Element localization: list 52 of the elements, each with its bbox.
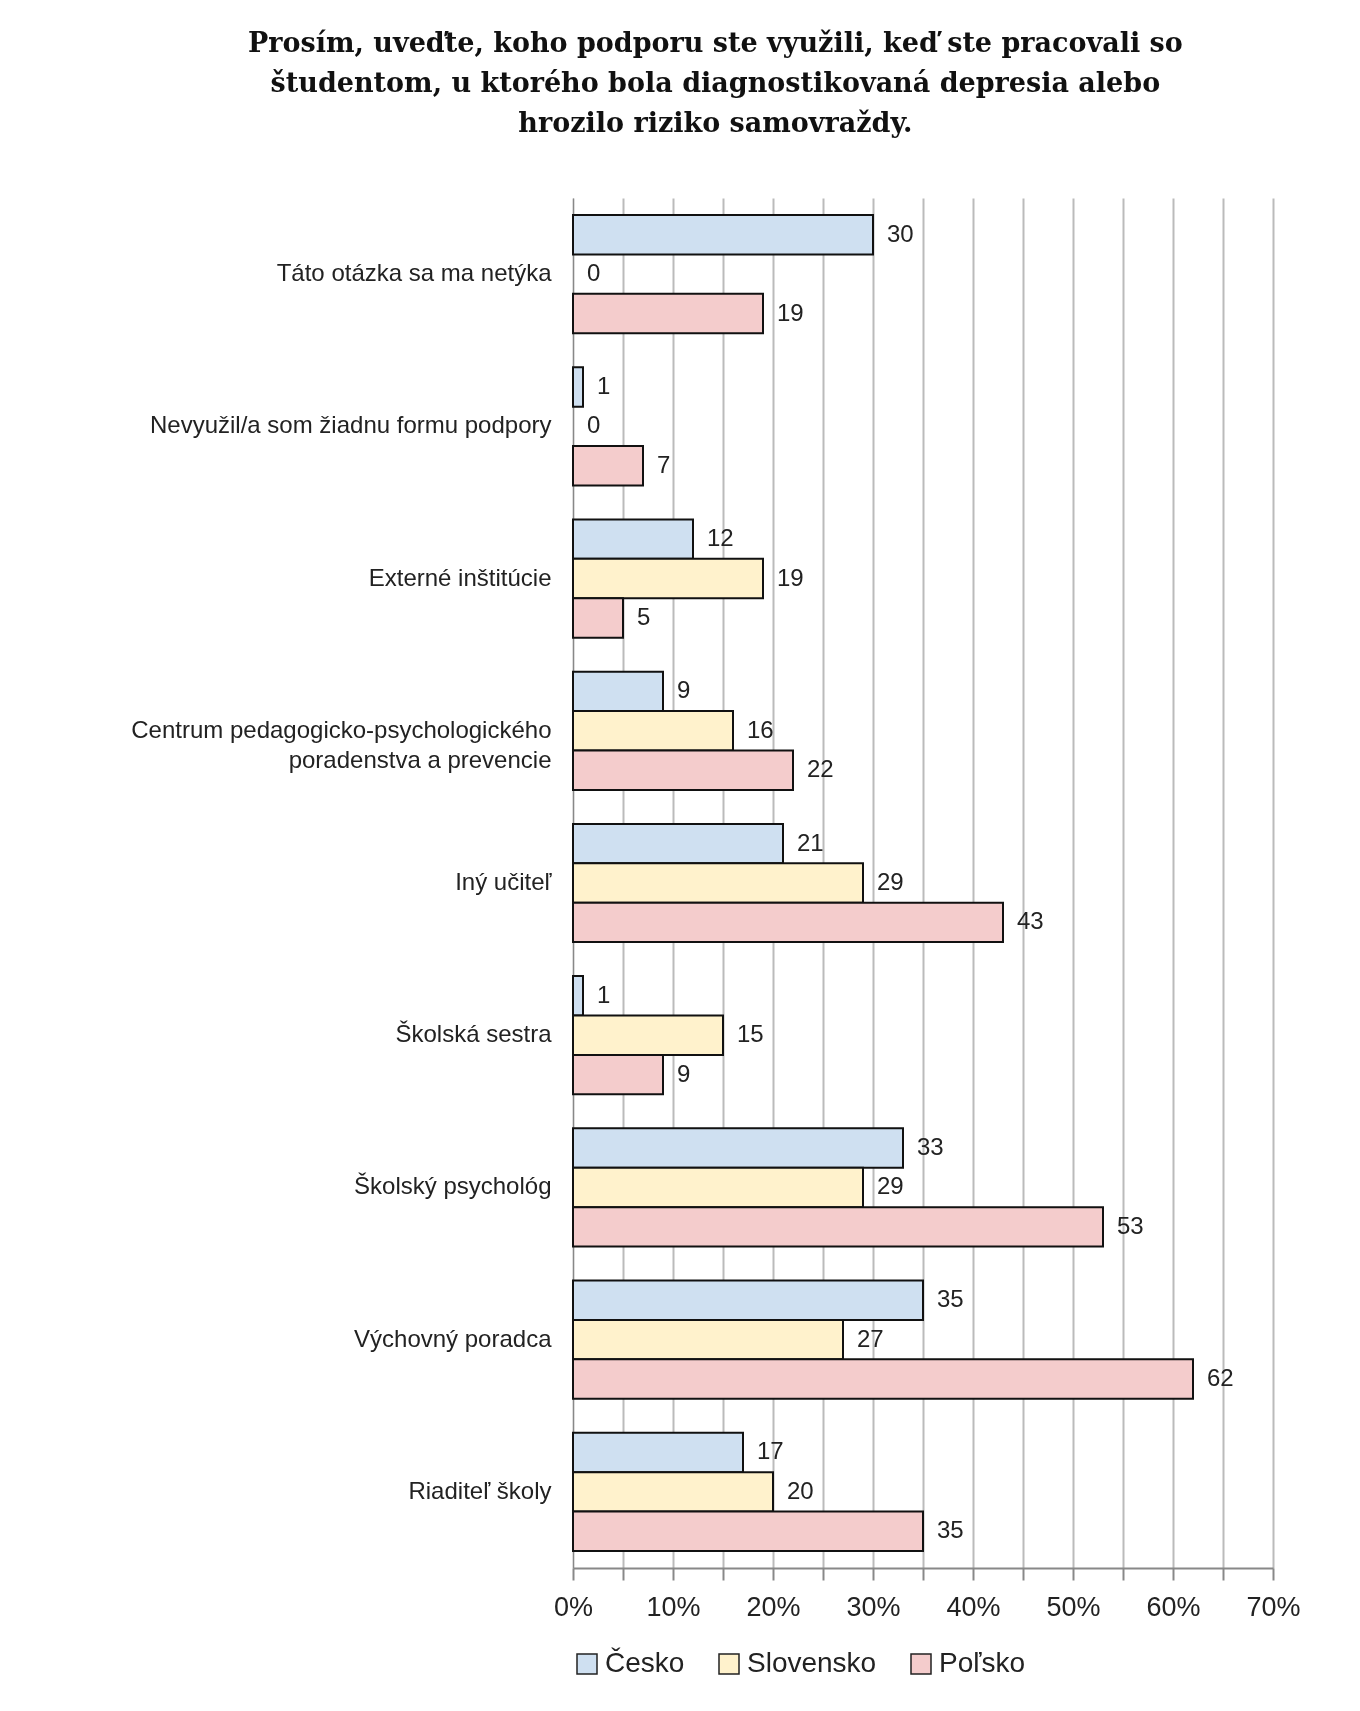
y-tick-label: Školská sestra [395,1020,553,1048]
chart-title: Prosím, uveďte, koho podporu ste využili, keď ste pracovali so študentom, u ktorého bola diagnostikovaná depresia alebo hrozilo riziko samovraždy. [247,27,1183,138]
y-tick-label: Centrum pedagogicko-psychologického poradenstva a prevencie [131,715,552,773]
data-label: 21 [797,828,824,856]
data-label: 12 [707,524,734,552]
legend-label: Poľsko [939,1647,1025,1678]
x-tick-label: 0% [553,1591,594,1622]
data-label: 33 [917,1133,944,1161]
data-label: 43 [1017,907,1044,935]
data-label: 1 [597,371,611,399]
x-tick-label: 50% [1046,1591,1101,1622]
data-label: 29 [877,868,904,895]
y-tick-label: Externé inštitúcie [368,563,552,591]
data-label: 17 [757,1437,784,1465]
x-tick-label: 20% [746,1591,801,1622]
x-tick-label: 60% [1146,1591,1201,1622]
data-label: 9 [677,676,691,704]
data-label: 35 [937,1516,964,1544]
x-tick-label: 70% [1246,1591,1301,1622]
data-label: 19 [777,298,804,326]
y-tick-label: Táto otázka sa ma netýka [276,259,553,287]
data-label: 9 [677,1059,691,1087]
y-tick-label: Nevyužil/a som žiadnu formu podpory [149,411,552,439]
x-tick-label: 30% [846,1591,901,1622]
x-tick-label: 10% [646,1591,701,1622]
legend-label: Slovensko [747,1647,877,1678]
data-label: 20 [787,1476,814,1504]
data-label: 53 [1117,1211,1144,1239]
data-label: 27 [857,1324,884,1352]
bar [572,292,764,335]
bar [572,445,644,487]
data-label: 5 [637,602,651,630]
data-label: 35 [937,1285,964,1313]
data-label: 22 [807,755,834,783]
data-label: 15 [737,1020,764,1048]
data-label: 1 [597,980,611,1008]
legend-label: Česko [605,1647,685,1678]
data-label: 16 [747,715,774,743]
data-label: 30 [887,219,914,247]
data-label: 0 [587,259,601,287]
bar [572,366,584,408]
y-tick-label: Výchovný poradca [354,1324,553,1352]
bar [572,214,874,256]
y-tick-label: Školský psychológ [354,1172,552,1200]
y-tick-label: Riaditeľ školy [408,1476,552,1504]
data-label: 62 [1207,1364,1234,1392]
data-label: 7 [657,450,671,478]
data-label: 29 [877,1172,904,1200]
data-label: 19 [777,563,804,591]
x-tick-label: 40% [946,1591,1001,1622]
y-tick-label: Iný učiteľ [455,868,553,895]
data-label: 0 [587,411,601,439]
